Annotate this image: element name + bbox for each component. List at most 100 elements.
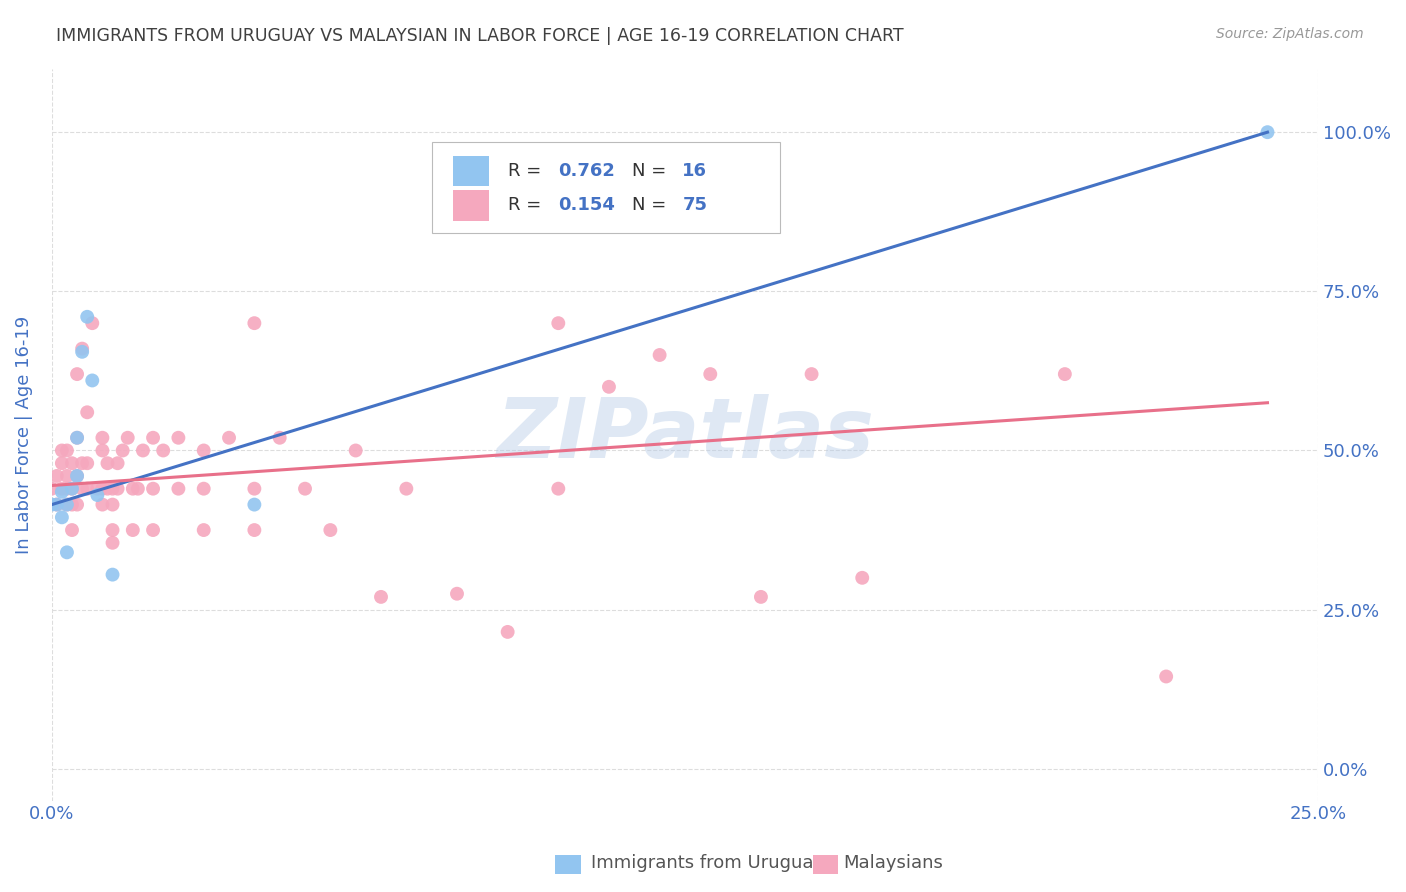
Point [101,536,124,550]
Point [66,431,89,445]
Text: R =: R = [508,196,547,214]
Point [91,482,114,496]
Point [56,443,79,458]
Point [76,456,98,470]
Point [142,523,165,537]
Point [121,482,143,496]
Point [101,567,124,582]
Point [66,431,89,445]
Point [51,443,73,458]
Bar [453,190,489,221]
Text: 0.762: 0.762 [558,162,616,180]
Point [851,571,873,585]
Point [51,484,73,499]
Point [1154,669,1177,683]
Point [66,367,89,381]
Point [142,482,165,496]
Point [446,587,468,601]
FancyBboxPatch shape [432,142,780,233]
Point [101,482,124,496]
Point [395,482,418,496]
Point [243,498,266,512]
Y-axis label: In Labor Force | Age 16-19: In Labor Force | Age 16-19 [15,316,32,554]
Point [193,523,215,537]
Point [699,367,721,381]
Point [294,482,316,496]
Point [167,431,190,445]
Point [82,374,104,388]
Text: Immigrants from Uruguay: Immigrants from Uruguay [591,855,824,872]
Point [76,405,98,419]
Point [101,523,124,537]
Point [496,624,519,639]
Point [243,523,266,537]
Text: Source: ZipAtlas.com: Source: ZipAtlas.com [1216,27,1364,41]
Point [45,469,67,483]
Point [96,482,118,496]
Point [86,488,108,502]
Point [218,431,240,445]
Point [319,523,342,537]
Point [107,456,129,470]
Point [76,310,98,324]
Point [598,380,620,394]
Point [60,456,83,470]
Bar [453,155,489,186]
Point [91,443,114,458]
Point [269,431,291,445]
Point [648,348,671,362]
Point [152,443,174,458]
Point [142,431,165,445]
Point [56,498,79,512]
Text: 16: 16 [682,162,707,180]
Point [547,482,569,496]
Point [70,456,93,470]
Point [51,510,73,524]
Point [193,482,215,496]
Text: R =: R = [508,162,547,180]
Point [45,498,67,512]
Point [107,482,129,496]
Point [91,431,114,445]
Point [96,456,118,470]
Point [91,498,114,512]
Point [66,498,89,512]
Text: N =: N = [631,196,672,214]
Point [243,482,266,496]
Point [1256,125,1278,139]
Point [56,498,79,512]
Point [66,469,89,483]
Point [70,344,93,359]
Point [117,431,139,445]
Text: 0.154: 0.154 [558,196,616,214]
Point [60,498,83,512]
Point [111,443,134,458]
Point [76,482,98,496]
Point [51,456,73,470]
Point [66,469,89,483]
Point [121,523,143,537]
Point [800,367,823,381]
Point [70,482,93,496]
Text: 75: 75 [682,196,707,214]
Point [344,443,367,458]
Point [193,443,215,458]
Point [547,316,569,330]
Text: ZIPatlas: ZIPatlas [496,394,875,475]
Point [132,443,155,458]
Point [70,342,93,356]
Point [749,590,772,604]
Point [243,316,266,330]
Point [60,482,83,496]
Point [167,482,190,496]
Point [45,498,67,512]
Point [41,498,63,512]
Point [56,469,79,483]
Point [60,523,83,537]
Point [56,545,79,559]
Point [101,498,124,512]
Point [127,482,149,496]
Point [370,590,392,604]
Point [60,482,83,496]
Point [56,482,79,496]
